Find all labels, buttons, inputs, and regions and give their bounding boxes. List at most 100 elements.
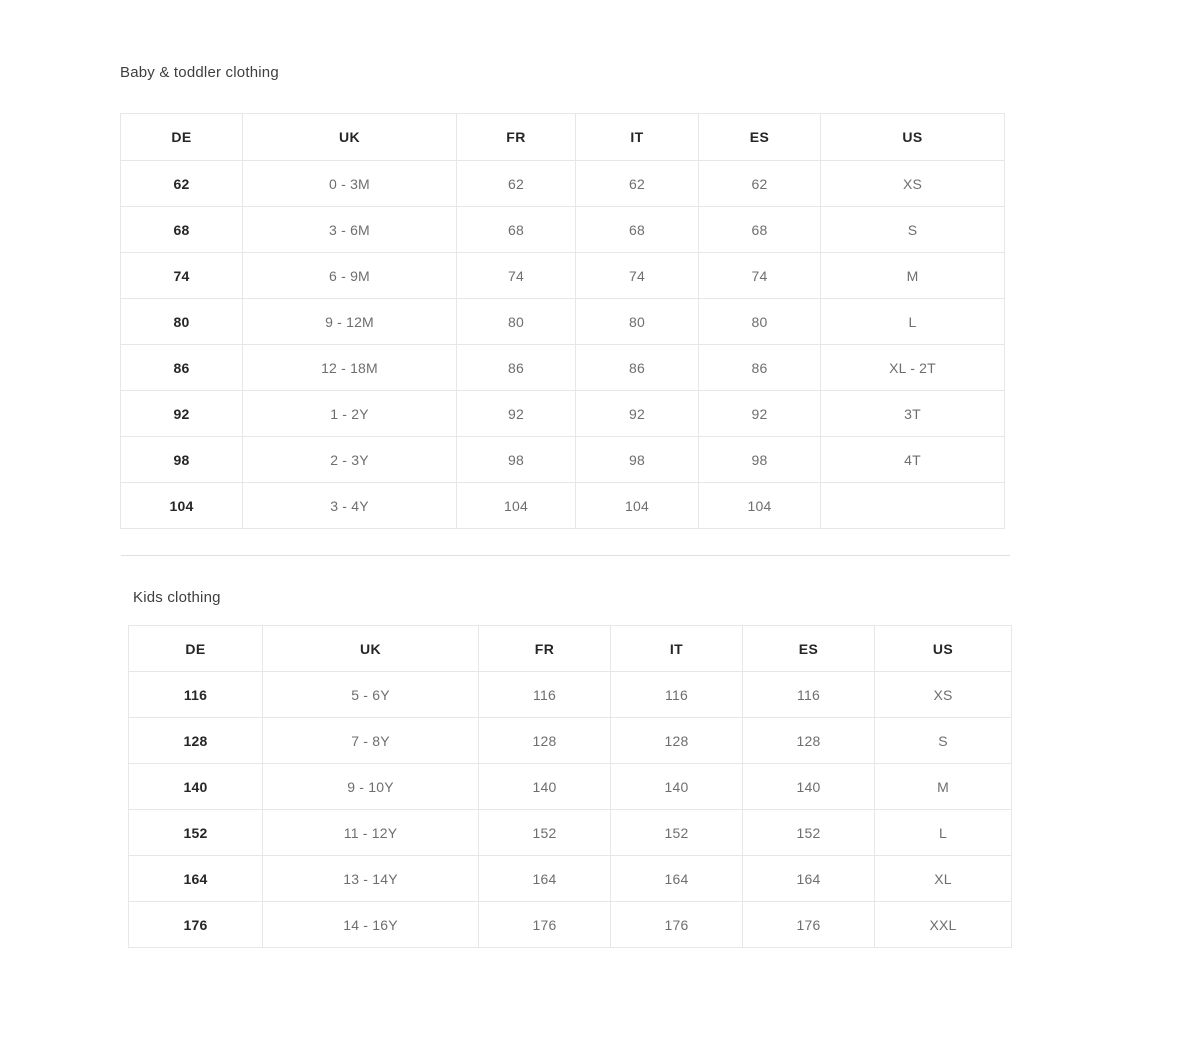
size-cell-it: 74 bbox=[575, 252, 699, 299]
size-row: 164 13 - 14Y 164 164 164 XL bbox=[128, 855, 1012, 902]
size-cell-de: 92 bbox=[120, 390, 243, 437]
size-cell-es: 176 bbox=[742, 901, 875, 948]
column-header-de: DE bbox=[120, 113, 243, 161]
section-divider bbox=[121, 555, 1010, 556]
size-cell-fr: 128 bbox=[478, 717, 611, 764]
size-cell-it: 86 bbox=[575, 344, 699, 391]
size-cell-fr: 176 bbox=[478, 901, 611, 948]
size-cell-es: 62 bbox=[698, 160, 821, 207]
size-cell-es: 128 bbox=[742, 717, 875, 764]
size-cell-it: 140 bbox=[610, 763, 743, 810]
size-cell-uk: 0 - 3M bbox=[242, 160, 457, 207]
size-cell-fr: 98 bbox=[456, 436, 576, 483]
size-cell-uk: 13 - 14Y bbox=[262, 855, 479, 902]
size-cell-de: 86 bbox=[120, 344, 243, 391]
header-row: DE UK FR IT ES US bbox=[120, 113, 1005, 161]
size-cell-de: 68 bbox=[120, 206, 243, 253]
size-cell-it: 92 bbox=[575, 390, 699, 437]
size-cell-us: 3T bbox=[820, 390, 1005, 437]
size-row: 74 6 - 9M 74 74 74 M bbox=[120, 252, 1005, 299]
size-cell-es: 140 bbox=[742, 763, 875, 810]
size-row: 98 2 - 3Y 98 98 98 4T bbox=[120, 436, 1005, 483]
size-cell-fr: 74 bbox=[456, 252, 576, 299]
size-cell-de: 62 bbox=[120, 160, 243, 207]
size-cell-es: 80 bbox=[698, 298, 821, 345]
size-table-baby-toddler: DE UK FR IT ES US 62 0 - 3M 62 62 62 XS 68 3 - 6M 68 68… bbox=[120, 113, 1005, 529]
size-cell-us: XXL bbox=[874, 901, 1012, 948]
size-row: 152 11 - 12Y 152 152 152 L bbox=[128, 809, 1012, 856]
size-cell-es: 116 bbox=[742, 671, 875, 718]
size-cell-it: 62 bbox=[575, 160, 699, 207]
size-cell-fr: 62 bbox=[456, 160, 576, 207]
size-cell-it: 98 bbox=[575, 436, 699, 483]
size-cell-us: M bbox=[874, 763, 1012, 810]
size-cell-uk: 12 - 18M bbox=[242, 344, 457, 391]
size-cell-uk: 9 - 12M bbox=[242, 298, 457, 345]
size-cell-es: 68 bbox=[698, 206, 821, 253]
size-cell-fr: 164 bbox=[478, 855, 611, 902]
size-cell-us: S bbox=[874, 717, 1012, 764]
size-cell-us: L bbox=[820, 298, 1005, 345]
column-header-it: IT bbox=[575, 113, 699, 161]
size-cell-us bbox=[820, 482, 1005, 529]
size-cell-uk: 11 - 12Y bbox=[262, 809, 479, 856]
size-cell-de: 140 bbox=[128, 763, 263, 810]
size-cell-uk: 7 - 8Y bbox=[262, 717, 479, 764]
size-row: 128 7 - 8Y 128 128 128 S bbox=[128, 717, 1012, 764]
size-cell-it: 80 bbox=[575, 298, 699, 345]
size-cell-fr: 104 bbox=[456, 482, 576, 529]
size-cell-it: 128 bbox=[610, 717, 743, 764]
size-cell-de: 74 bbox=[120, 252, 243, 299]
size-cell-de: 176 bbox=[128, 901, 263, 948]
size-cell-us: XS bbox=[820, 160, 1005, 207]
size-row: 116 5 - 6Y 116 116 116 XS bbox=[128, 671, 1012, 718]
size-cell-fr: 116 bbox=[478, 671, 611, 718]
size-cell-fr: 140 bbox=[478, 763, 611, 810]
size-cell-de: 98 bbox=[120, 436, 243, 483]
size-cell-es: 92 bbox=[698, 390, 821, 437]
size-cell-it: 116 bbox=[610, 671, 743, 718]
size-cell-uk: 9 - 10Y bbox=[262, 763, 479, 810]
section-title-kids: Kids clothing bbox=[133, 589, 221, 606]
column-header-us: US bbox=[874, 625, 1012, 672]
column-header-es: ES bbox=[742, 625, 875, 672]
size-row: 80 9 - 12M 80 80 80 L bbox=[120, 298, 1005, 345]
column-header-uk: UK bbox=[242, 113, 457, 161]
size-row: 104 3 - 4Y 104 104 104 bbox=[120, 482, 1005, 529]
size-cell-uk: 3 - 4Y bbox=[242, 482, 457, 529]
size-cell-uk: 5 - 6Y bbox=[262, 671, 479, 718]
size-cell-us: XS bbox=[874, 671, 1012, 718]
column-header-it: IT bbox=[610, 625, 743, 672]
size-cell-us: XL bbox=[874, 855, 1012, 902]
size-cell-de: 152 bbox=[128, 809, 263, 856]
size-cell-es: 86 bbox=[698, 344, 821, 391]
section-title-baby-toddler: Baby & toddler clothing bbox=[120, 64, 279, 81]
size-cell-it: 164 bbox=[610, 855, 743, 902]
size-cell-us: L bbox=[874, 809, 1012, 856]
size-cell-de: 116 bbox=[128, 671, 263, 718]
size-cell-it: 152 bbox=[610, 809, 743, 856]
size-cell-uk: 14 - 16Y bbox=[262, 901, 479, 948]
column-header-us: US bbox=[820, 113, 1005, 161]
size-cell-uk: 3 - 6M bbox=[242, 206, 457, 253]
column-header-fr: FR bbox=[478, 625, 611, 672]
size-cell-fr: 86 bbox=[456, 344, 576, 391]
size-cell-us: XL - 2T bbox=[820, 344, 1005, 391]
size-cell-es: 104 bbox=[698, 482, 821, 529]
size-cell-us: S bbox=[820, 206, 1005, 253]
size-cell-uk: 1 - 2Y bbox=[242, 390, 457, 437]
size-row: 68 3 - 6M 68 68 68 S bbox=[120, 206, 1005, 253]
column-header-es: ES bbox=[698, 113, 821, 161]
size-row: 176 14 - 16Y 176 176 176 XXL bbox=[128, 901, 1012, 948]
size-row: 140 9 - 10Y 140 140 140 M bbox=[128, 763, 1012, 810]
size-cell-us: 4T bbox=[820, 436, 1005, 483]
size-row: 86 12 - 18M 86 86 86 XL - 2T bbox=[120, 344, 1005, 391]
size-cell-de: 80 bbox=[120, 298, 243, 345]
header-row: DE UK FR IT ES US bbox=[128, 625, 1012, 672]
column-header-uk: UK bbox=[262, 625, 479, 672]
size-row: 92 1 - 2Y 92 92 92 3T bbox=[120, 390, 1005, 437]
column-header-fr: FR bbox=[456, 113, 576, 161]
size-cell-fr: 80 bbox=[456, 298, 576, 345]
size-cell-de: 104 bbox=[120, 482, 243, 529]
